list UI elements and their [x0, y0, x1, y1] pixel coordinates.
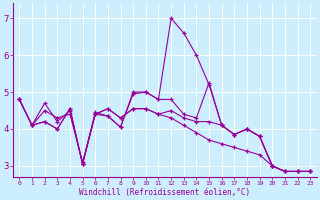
X-axis label: Windchill (Refroidissement éolien,°C): Windchill (Refroidissement éolien,°C): [79, 188, 250, 197]
